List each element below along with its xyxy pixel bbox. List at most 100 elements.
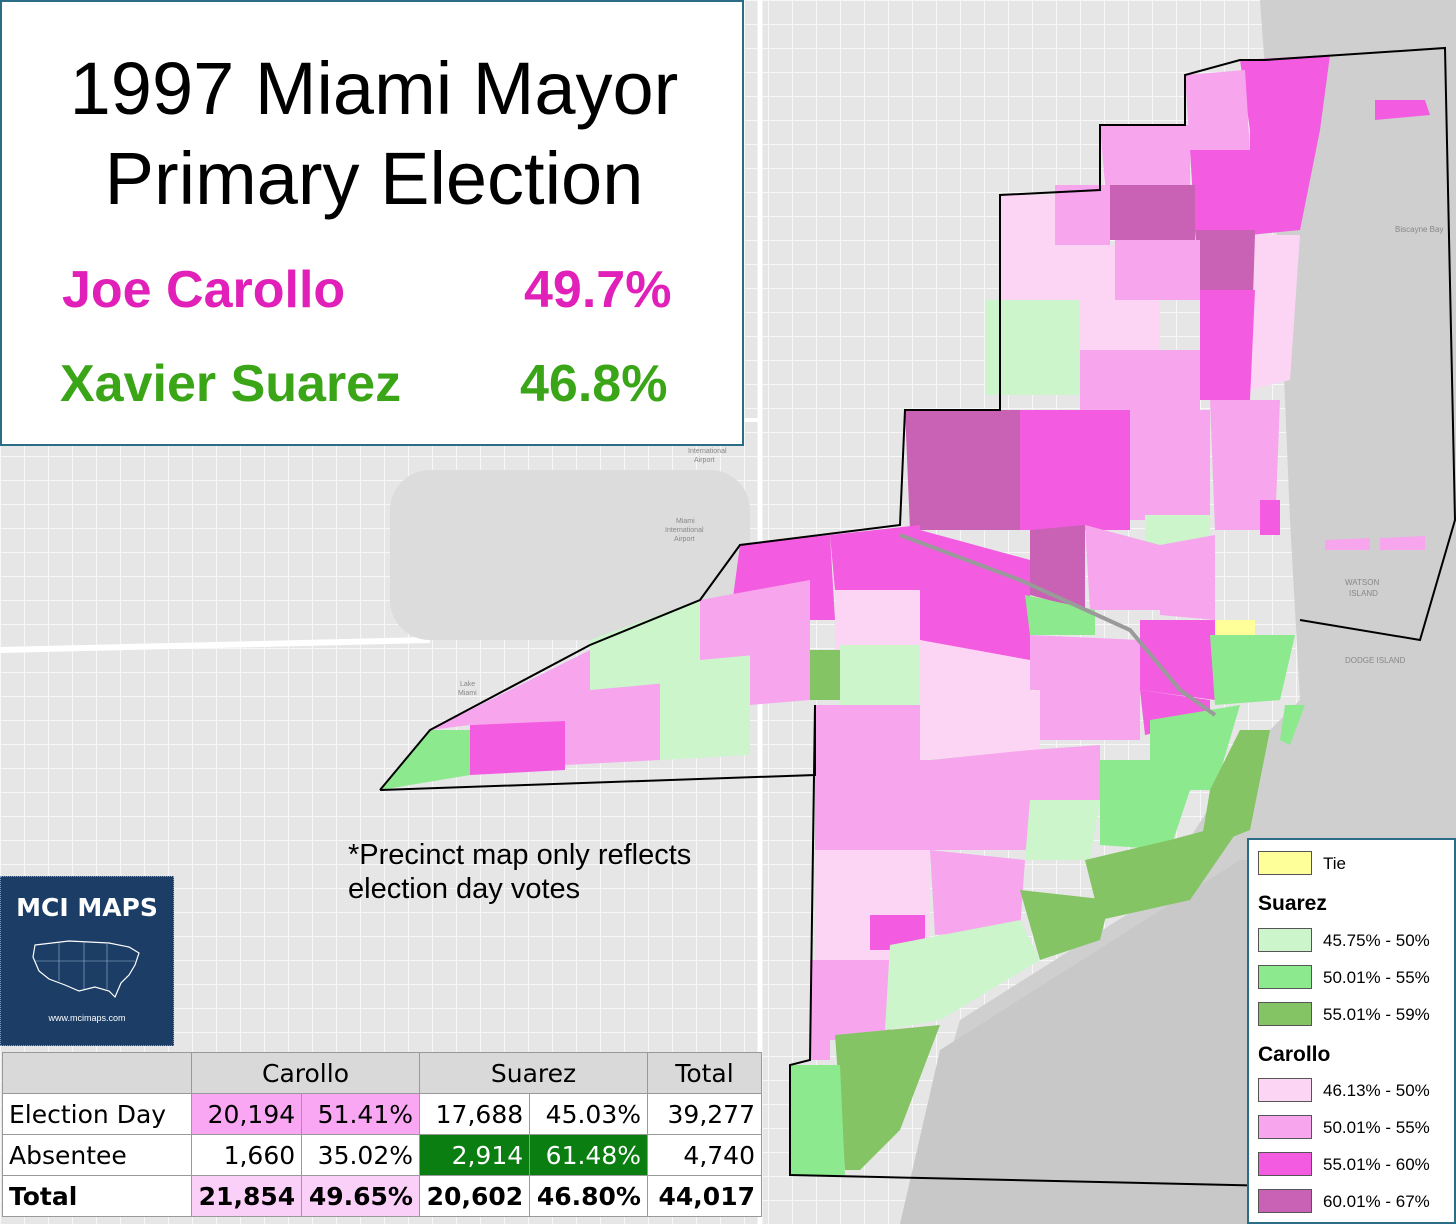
legend-swatch [1258, 1002, 1312, 1026]
precinct [1280, 705, 1305, 745]
legend-heading-carollo: Carollo [1258, 1043, 1331, 1066]
precinct [1145, 515, 1210, 545]
precinct [1025, 800, 1100, 860]
total-cell: 4,740 [647, 1134, 762, 1176]
carollo-votes-cell: 1,660 [190, 1134, 303, 1176]
city-boundary [379, 704, 1456, 1191]
precinct [1375, 100, 1430, 120]
carollo-votes-cell: 21,854 [190, 1175, 303, 1217]
suarez-votes-cell: 20,602 [418, 1175, 531, 1217]
precinct [1210, 635, 1295, 705]
suarez-name: Xavier Suarez [60, 355, 402, 413]
table-row-total: Total 21,854 49.65% 20,602 46.80% 44,017 [2, 1175, 762, 1217]
precinct [1055, 185, 1110, 245]
precinct [1200, 730, 1270, 850]
legend-label: 46.13% - 50% [1323, 1081, 1430, 1100]
total-cell: 39,277 [647, 1093, 762, 1135]
suarez-pct-cell: 61.48% [529, 1134, 648, 1176]
precinct [1210, 400, 1280, 530]
carollo-pct-cell: 49.65% [301, 1175, 420, 1217]
highway [0, 637, 431, 653]
map-label: Lake [460, 681, 475, 688]
map-label: Airport [694, 457, 715, 464]
precinct [1105, 185, 1195, 240]
precinct [1260, 500, 1280, 535]
precinct [1130, 410, 1210, 520]
precinct [1190, 150, 1250, 230]
legend-swatch [1258, 1078, 1312, 1102]
carollo-pct-cell: 51.41% [301, 1093, 420, 1135]
precinct [1250, 130, 1320, 235]
legend-label: 55.01% - 60% [1323, 1155, 1430, 1174]
map-label: Airport [674, 536, 695, 543]
precinct [1250, 235, 1300, 390]
usa-map-icon [32, 940, 140, 999]
precincts [380, 55, 1430, 1175]
suarez-pct-cell: 45.03% [529, 1093, 648, 1135]
precinct [1030, 635, 1140, 690]
suarez-votes-cell: 2,914 [418, 1134, 531, 1176]
precinct [930, 850, 1025, 935]
legend-swatch [1258, 1115, 1312, 1139]
table-header-cell: Suarez [419, 1052, 648, 1094]
map-label: Miami [676, 518, 695, 525]
precinct [1185, 70, 1250, 150]
precinct [1000, 195, 1055, 245]
precinct [565, 675, 660, 765]
precinct [1215, 620, 1255, 635]
map-label: Miami [458, 690, 477, 697]
row-label: Total [2, 1175, 192, 1217]
precinct [810, 650, 840, 700]
precinct [1085, 820, 1245, 920]
precinct [1020, 410, 1130, 530]
title-line-1: 1997 Miami Mayor [69, 47, 679, 130]
precinct [1100, 125, 1190, 185]
precinct [1325, 538, 1370, 550]
carollo-pct-cell: 35.02% [301, 1134, 420, 1176]
city-boundary [379, 46, 1456, 791]
logo-text: MCI MAPS [16, 893, 158, 922]
suarez-pct: 46.8% [520, 355, 668, 413]
table-row: Election Day 20,194 51.41% 17,688 45.03%… [2, 1093, 762, 1135]
precinct [840, 645, 920, 705]
precinct [1195, 230, 1255, 290]
precinct [930, 750, 1030, 850]
precinct [1115, 240, 1200, 300]
legend-label-tie: Tie [1323, 854, 1346, 873]
precinct [790, 1065, 845, 1175]
precinct [1100, 760, 1200, 850]
legend-label: 50.01% - 55% [1323, 1118, 1430, 1137]
map-label: DODGE ISLAND [1345, 656, 1406, 665]
legend-label: 55.01% - 59% [1323, 1005, 1430, 1024]
row-label: Election Day [2, 1093, 192, 1135]
legend-label: 50.01% - 55% [1323, 968, 1430, 987]
precinct [1380, 536, 1425, 550]
precinct [430, 650, 590, 730]
precinct [1140, 620, 1215, 700]
legend-heading-suarez: Suarez [1258, 892, 1327, 915]
table-header-cell: Total [647, 1052, 762, 1094]
legend-swatch [1258, 1189, 1312, 1213]
footnote-line-1: *Precinct map only reflects [348, 839, 692, 871]
miami-river [899, 533, 1217, 717]
precinct [920, 530, 1030, 665]
precinct [660, 650, 750, 760]
map-label: WATSON [1345, 578, 1379, 587]
precinct [1160, 535, 1215, 620]
precinct [920, 640, 1030, 705]
total-cell: 44,017 [647, 1175, 762, 1217]
carollo-pct: 49.7% [524, 261, 672, 319]
table-header-cell: Carollo [191, 1052, 420, 1094]
airport-area [390, 470, 750, 640]
precinct [1030, 745, 1100, 800]
precinct [920, 690, 1040, 760]
precinct [1000, 245, 1115, 300]
precinct [885, 920, 1040, 1030]
table-header-cell [2, 1052, 192, 1094]
legend-label: 60.01% - 67% [1323, 1192, 1430, 1211]
precinct [835, 590, 920, 650]
footnote-line-2: election day votes [348, 873, 581, 905]
carollo-votes-cell: 20,194 [190, 1093, 303, 1135]
precinct [835, 1025, 940, 1170]
precinct [380, 730, 470, 790]
